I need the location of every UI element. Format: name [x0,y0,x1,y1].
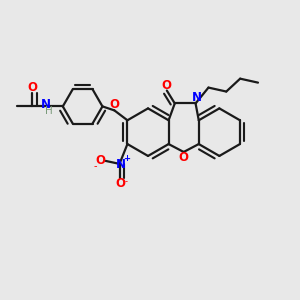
Text: O: O [109,98,119,111]
Text: H: H [45,106,53,116]
Text: O: O [179,152,189,164]
Text: O: O [96,154,106,167]
Text: O: O [27,81,37,94]
Text: N: N [41,98,51,111]
Text: -: - [125,177,128,186]
Text: -: - [94,161,98,171]
Text: +: + [123,154,130,164]
Text: N: N [192,91,202,104]
Text: O: O [162,79,172,92]
Text: N: N [116,158,125,171]
Text: O: O [116,177,125,190]
